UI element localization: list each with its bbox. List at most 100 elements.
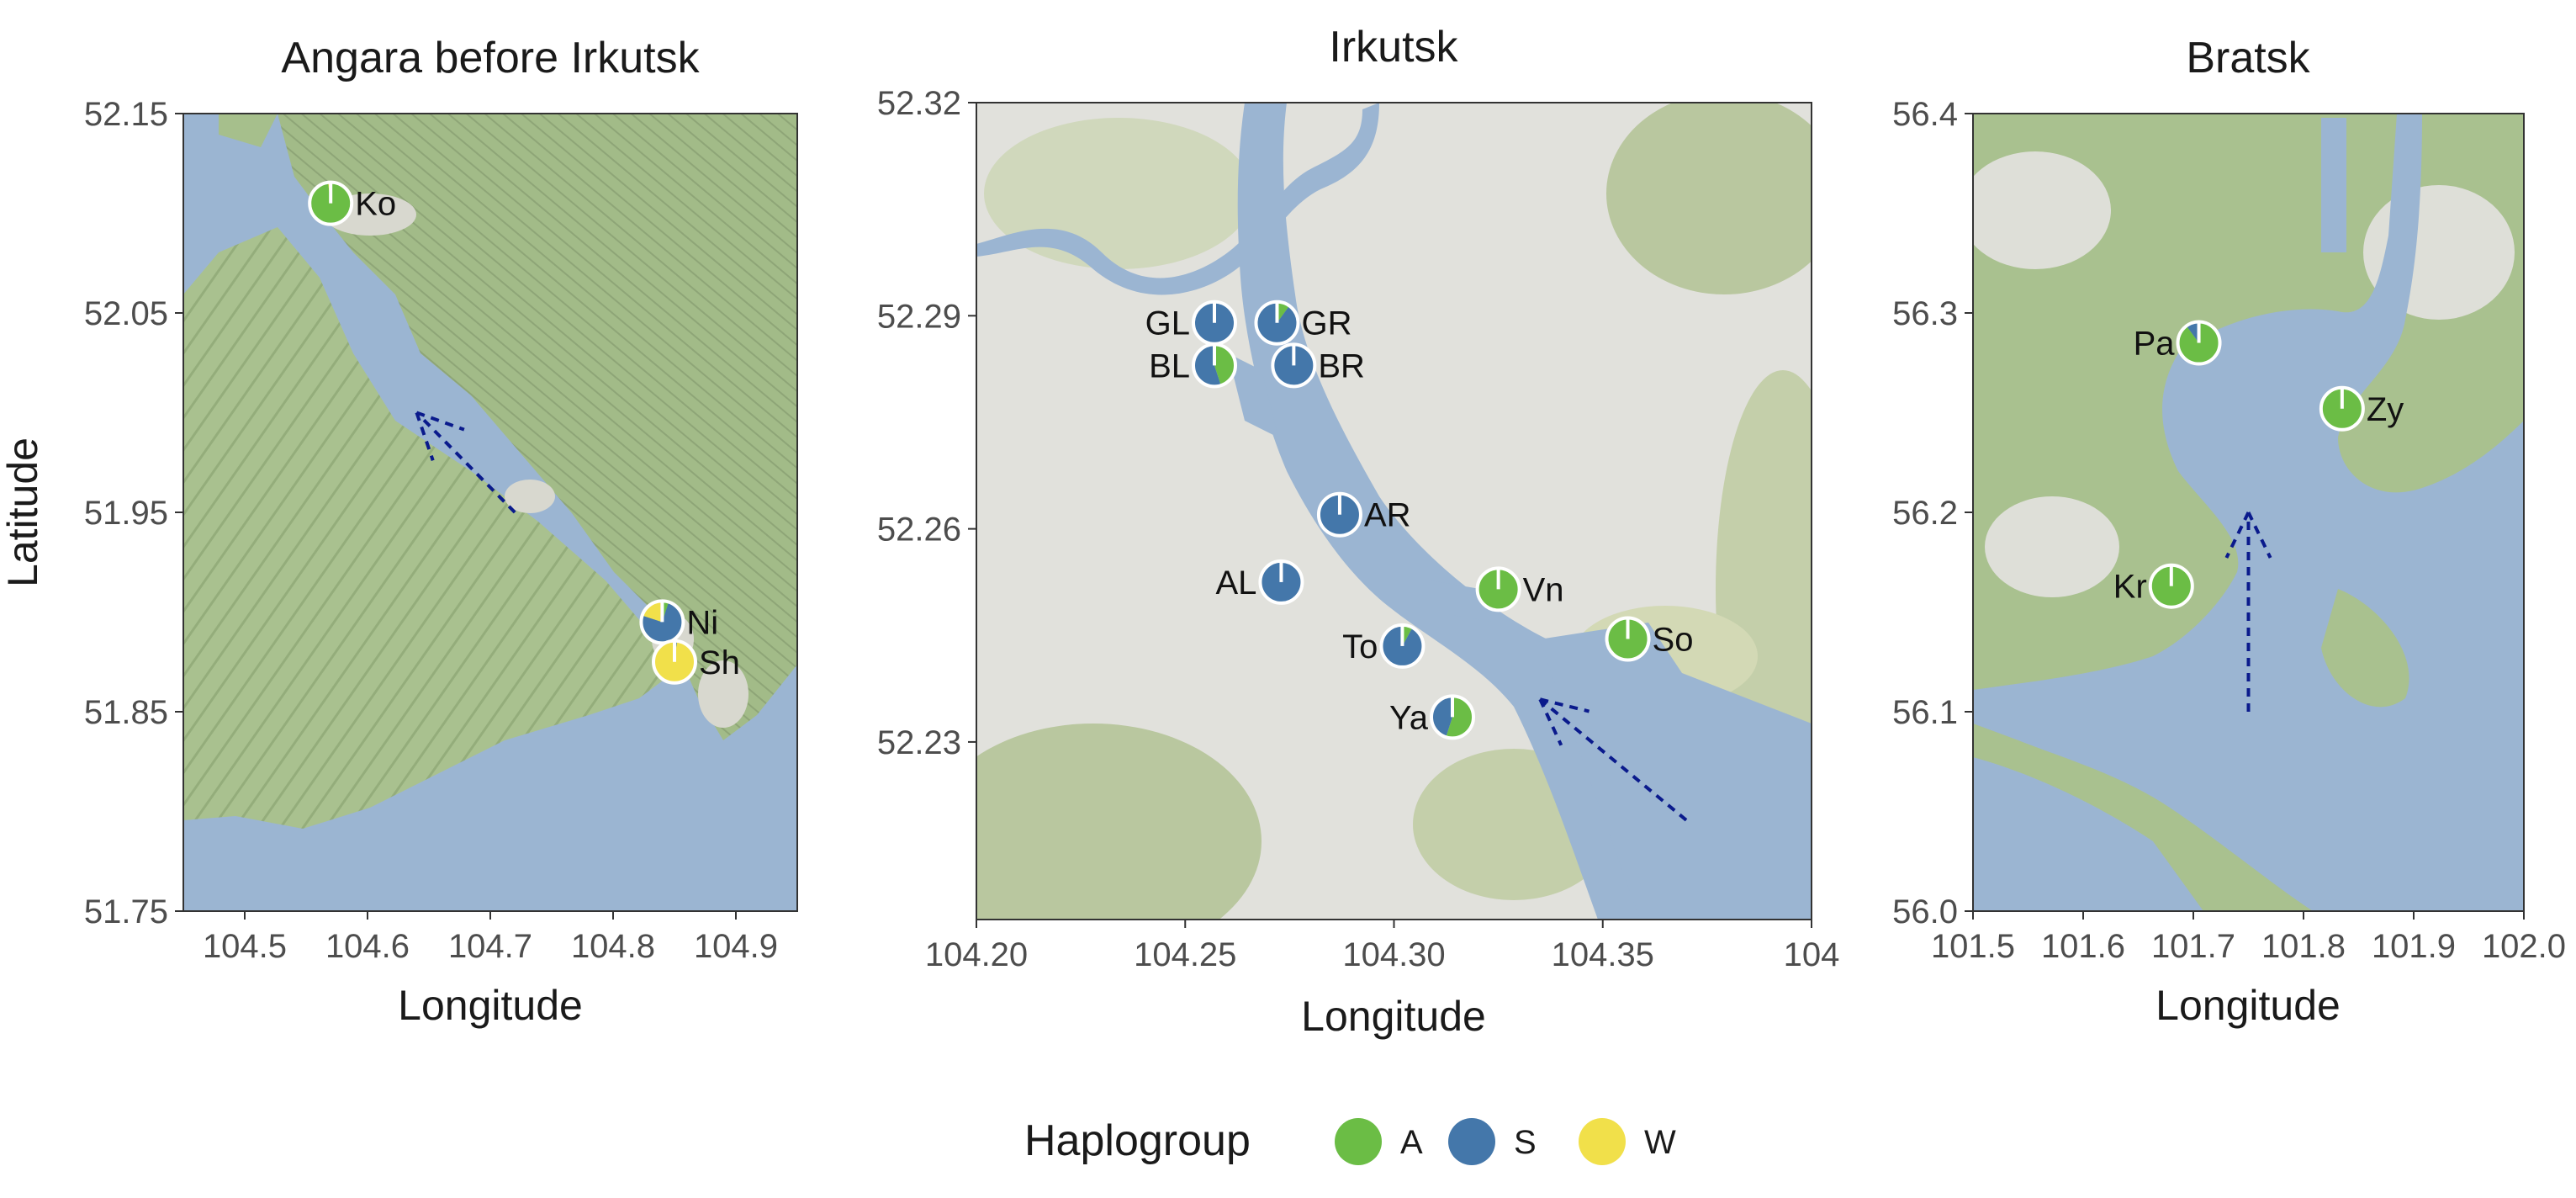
y-tick-label: 52.15 (84, 96, 168, 133)
pie-slice-S (2186, 321, 2199, 343)
legend-label: W (1644, 1124, 1676, 1161)
site-ar: AR (1316, 491, 1411, 538)
site-gr: GR (1254, 300, 1351, 346)
legend-item-a: A (1335, 1118, 1423, 1165)
y-tick-label: 52.23 (877, 724, 961, 761)
x-axis-ticks: 104.5 104.6 104.7 104.8 104.9 (203, 911, 778, 965)
direction-arrow (1538, 697, 1688, 822)
site-pa: Pa (2134, 320, 2222, 366)
legend-swatch (1448, 1118, 1495, 1165)
x-axis-label: Longitude (1301, 993, 1486, 1040)
y-tick-label: 52.29 (877, 298, 961, 335)
site-markers: Pa Zy Kr (2113, 320, 2404, 609)
pie-slice-A (1214, 344, 1236, 386)
site-al: AL (1216, 559, 1304, 605)
y-tick-label: 56.1 (1892, 694, 1958, 731)
arrow-head (415, 411, 435, 461)
panel-title: Bratsk (2186, 34, 2310, 82)
pie-slice-A (1277, 301, 1290, 323)
legend-swatch (1579, 1118, 1626, 1165)
site-to: To (1342, 623, 1426, 669)
site-label: Sh (699, 644, 740, 681)
panel-title: Angara before Irkutsk (281, 34, 700, 82)
y-axis-label: Latitude (0, 437, 46, 587)
x-tick-label: 104.6 (325, 928, 410, 965)
x-tick-label: 101.6 (2041, 928, 2125, 965)
y-axis-ticks: 52.23 52.26 52.29 52.32 (877, 85, 976, 761)
legend-item-s: S (1448, 1118, 1537, 1165)
direction-arrow (415, 411, 516, 514)
pie-slice-W (642, 601, 663, 623)
legend-swatch (1335, 1118, 1382, 1165)
map-background (976, 103, 1812, 920)
y-tick-label: 52.26 (877, 512, 961, 549)
site-vn: Vn (1475, 566, 1564, 612)
site-gl: GL (1145, 300, 1238, 346)
x-tick-label: 104.8 (571, 928, 655, 965)
x-axis-ticks: 101.5 101.6 101.7 101.8 101.9 102.0 (1931, 911, 2566, 965)
y-axis-ticks: 51.75 51.85 51.95 52.05 52.15 (84, 96, 183, 930)
site-zy: Zy (2319, 385, 2404, 432)
site-so: So (1605, 616, 1693, 662)
site-label: Kr (2113, 569, 2147, 606)
legend-label: A (1400, 1124, 1423, 1161)
site-ya: Ya (1389, 694, 1476, 740)
x-tick-label: 104.20 (925, 936, 1028, 973)
x-tick-label: 101.5 (1931, 928, 2015, 965)
site-label: Zy (2367, 391, 2404, 428)
map-background (1973, 114, 2524, 911)
x-tick-label: 102.0 (2482, 928, 2566, 965)
pie-slice-S (641, 602, 684, 644)
y-tick-label: 51.75 (84, 893, 168, 930)
site-label: Vn (1523, 571, 1564, 608)
map-background (183, 114, 797, 911)
site-ko: Ko (308, 180, 396, 226)
y-tick-label: 52.32 (877, 85, 961, 122)
pie-slice-A (1402, 624, 1413, 646)
y-tick-label: 56.2 (1892, 495, 1958, 532)
y-tick-label: 56.4 (1892, 96, 1958, 133)
panel-title: Irkutsk (1329, 23, 1458, 72)
y-axis-ticks: 56.0 56.1 56.2 56.3 56.4 (1892, 96, 1973, 930)
x-tick-label: 101.8 (2261, 928, 2346, 965)
site-label: Ko (355, 186, 396, 223)
legend-item-w: W (1579, 1118, 1676, 1165)
site-ni: Ni (639, 599, 718, 645)
site-label: Ya (1389, 699, 1429, 736)
site-label: GL (1145, 305, 1190, 342)
pie-slice-S (1431, 696, 1453, 738)
pie-slice-A (309, 182, 352, 225)
x-tick-label: 104.25 (1134, 936, 1236, 973)
site-label: BR (1318, 347, 1365, 384)
x-tick-label: 101.9 (2372, 928, 2456, 965)
x-tick-label: 104.35 (1552, 936, 1654, 973)
site-markers: GL GR BL BR AR AL Vn To So Ya (1145, 300, 1693, 740)
x-tick-label: 104 (1784, 936, 1840, 973)
arrow-head (2224, 512, 2251, 559)
y-tick-label: 52.05 (84, 295, 168, 332)
direction-arrow (2224, 512, 2272, 712)
legend-title: Haplogroup (1024, 1116, 1251, 1165)
x-axis-ticks: 104.20 104.25 104.30 104.35 104 (925, 920, 1840, 973)
arrow-head (415, 411, 465, 432)
y-tick-label: 56.3 (1892, 295, 1958, 332)
site-kr: Kr (2113, 563, 2194, 609)
arrow-head (1539, 697, 1590, 713)
legend-label: S (1514, 1124, 1537, 1161)
site-sh: Sh (652, 639, 740, 685)
site-br: BR (1271, 342, 1365, 389)
x-tick-label: 104.30 (1342, 936, 1445, 973)
site-label: GR (1301, 305, 1351, 342)
x-axis-label: Longitude (398, 982, 583, 1029)
site-label: Pa (2134, 326, 2176, 363)
y-tick-label: 51.85 (84, 694, 168, 731)
site-label: To (1342, 628, 1378, 665)
arrow-shaft (415, 411, 516, 514)
site-bl: BL (1149, 342, 1238, 389)
legend: Haplogroup A S W (1024, 1116, 1676, 1165)
